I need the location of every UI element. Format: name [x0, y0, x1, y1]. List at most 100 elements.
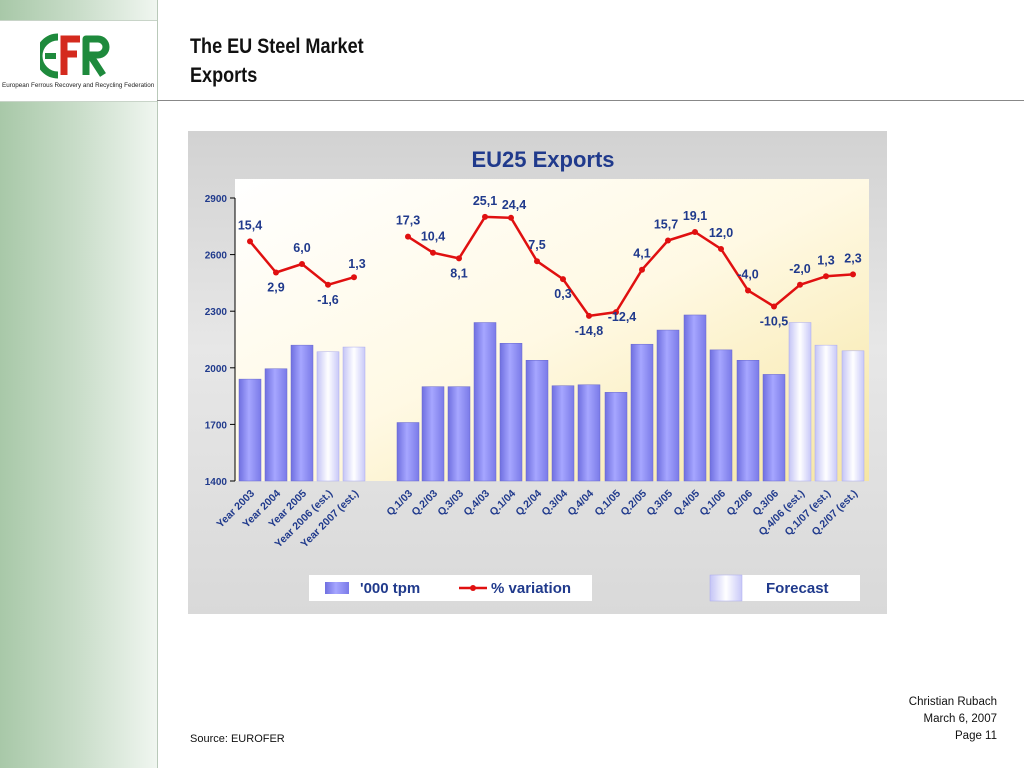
bar-q-2-03 [421, 386, 445, 482]
y-tick-label: 1700 [205, 420, 228, 431]
variation-point [850, 271, 856, 278]
bar-year-2007-est [342, 346, 366, 482]
variation-point [482, 213, 488, 220]
footer-date: March 6, 2007 [923, 713, 997, 725]
variation-point [613, 309, 619, 316]
x-tick-label: Q.4/04 [565, 488, 596, 519]
variation-point [456, 255, 462, 262]
chart-panel: EU25 Exports 1400 1700 2000 2300 2600 2900 Ye… [188, 131, 887, 614]
variation-data-label: 7,5 [528, 238, 545, 252]
variation-point [665, 237, 671, 244]
bar-q-1-07-est [814, 344, 838, 482]
bar-q-1-04 [499, 343, 523, 482]
variation-point [692, 228, 698, 235]
variation-point [247, 238, 253, 245]
x-tick-label: Q.3/03 [435, 488, 466, 519]
bar-year-2006-est [316, 351, 340, 482]
variation-data-label: -10,5 [760, 314, 789, 328]
legend-label-variation: % variation [491, 580, 571, 597]
y-tick-label: 2300 [205, 307, 228, 318]
variation-point [273, 269, 279, 276]
variation-point [797, 281, 803, 288]
legend-label-forecast: Forecast [766, 580, 829, 597]
footer-page: Page 11 [955, 730, 997, 742]
source-note: Source: EUROFER [190, 733, 285, 745]
variation-data-label: 2,9 [267, 281, 284, 295]
bar-q-3-05 [656, 329, 680, 482]
variation-point [351, 274, 357, 281]
bar-year-2003 [238, 378, 262, 482]
bar-q-1-03 [396, 422, 420, 482]
x-tick-label: Q.2/03 [409, 488, 440, 519]
variation-point [405, 233, 411, 240]
variation-data-label: 1,3 [348, 257, 365, 271]
variation-data-label: -2,0 [789, 262, 811, 276]
x-tick-label: Q.1/06 [697, 488, 728, 519]
y-axis: 1400 1700 2000 2300 2600 2900 [205, 194, 236, 488]
variation-point [586, 312, 592, 319]
variation-point [771, 303, 777, 310]
x-tick-label: Q.4/03 [461, 488, 492, 519]
variation-data-label: -1,6 [317, 293, 339, 307]
bar-q-2-04 [525, 360, 549, 482]
variation-data-label: 4,1 [633, 247, 650, 261]
x-tick-label: Q.1/04 [487, 488, 518, 519]
legend: '000 tpm % variation Forecast [309, 574, 860, 602]
variation-data-label: 12,0 [709, 226, 733, 240]
bar-year-2004 [264, 368, 288, 482]
x-tick-label: Q.2/04 [513, 488, 544, 519]
legend-swatch-variation-marker [470, 585, 476, 591]
variation-data-label: 19,1 [683, 209, 707, 223]
slide-title-line1: The EU Steel Market [190, 35, 364, 58]
bar-q-3-04 [551, 385, 575, 482]
logo-letter-f [60, 35, 80, 75]
variation-data-label: 15,7 [654, 217, 678, 231]
x-tick-label: Q.3/05 [644, 488, 675, 519]
x-tick-label: Q.1/05 [592, 488, 623, 519]
variation-data-label: 15,4 [238, 218, 262, 232]
header-divider [157, 100, 1024, 101]
x-tick-label: Q.2/05 [618, 488, 649, 519]
footer-info: Christian Rubach March 6, 2007 Page 11 [909, 694, 997, 745]
bar-q-4-05 [683, 314, 707, 482]
variation-data-label: -12,4 [608, 310, 637, 324]
bar-series [238, 314, 865, 482]
logo: European Ferrous Recovery and Recycling … [0, 20, 157, 102]
variation-point [534, 258, 540, 265]
y-tick-label: 2600 [205, 251, 228, 262]
sidebar-gradient: European Ferrous Recovery and Recycling … [0, 0, 158, 768]
variation-data-label: 1,3 [817, 253, 834, 267]
footer-author: Christian Rubach [908, 696, 997, 708]
variation-data-label: 10,4 [421, 230, 445, 244]
bar-q-4-04 [577, 384, 601, 482]
variation-data-label: -4,0 [737, 267, 759, 281]
eu25-exports-chart: EU25 Exports 1400 1700 2000 2300 2600 2900 Ye… [205, 147, 869, 602]
variation-data-label: 25,1 [473, 194, 497, 208]
bar-q-1-05 [604, 392, 628, 482]
variation-data-label: 0,3 [554, 287, 571, 301]
variation-point [639, 266, 645, 273]
x-tick-label: Q.2/06 [724, 488, 755, 519]
variation-data-label: 2,3 [844, 251, 861, 265]
efr-logo-mark [40, 33, 110, 79]
variation-data-label: 24,4 [502, 198, 526, 212]
bar-q-3-06 [762, 374, 786, 482]
variation-point [430, 249, 436, 256]
variation-point [325, 281, 331, 288]
bar-q-4-06-est [788, 322, 812, 482]
bar-year-2005 [290, 344, 314, 482]
variation-point [560, 276, 566, 283]
logo-letter-r [82, 35, 110, 77]
legend-swatch-forecast [709, 574, 743, 602]
logo-full-name: European Ferrous Recovery and Recycling … [2, 82, 155, 89]
chart-title: EU25 Exports [471, 147, 614, 172]
bar-q-2-06 [736, 360, 760, 482]
x-tick-label: Q.1/03 [384, 488, 415, 519]
y-tick-label: 2000 [205, 364, 228, 375]
variation-point [823, 273, 829, 280]
slide-title: The EU Steel Market Exports [190, 32, 364, 90]
variation-point [745, 287, 751, 294]
variation-data-label: 6,0 [293, 241, 310, 255]
x-tick-label: Q.4/05 [671, 488, 702, 519]
